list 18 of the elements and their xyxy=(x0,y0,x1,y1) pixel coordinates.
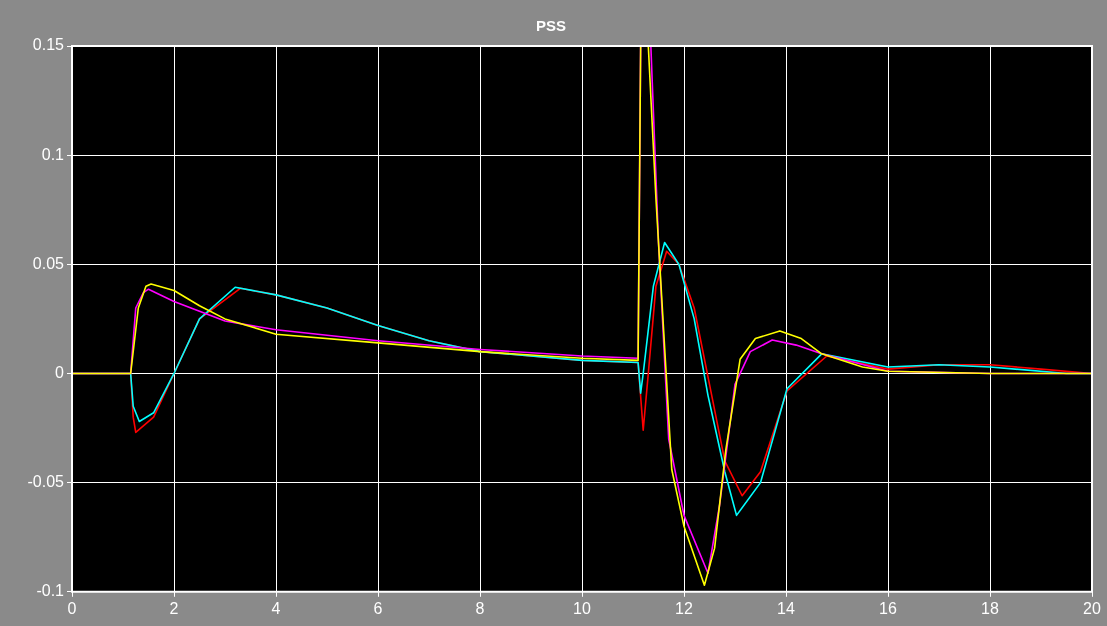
x-tick-label: 4 xyxy=(271,599,281,617)
x-tick-label: 12 xyxy=(675,599,693,617)
y-tick-label: -0.05 xyxy=(27,473,65,491)
x-tick-label: 18 xyxy=(981,599,999,617)
x-tick-label: 10 xyxy=(573,599,591,617)
chart-title: PSS xyxy=(535,17,567,35)
x-tick-label: 8 xyxy=(475,599,485,617)
y-tick-label: 0 xyxy=(55,363,65,381)
x-tick-label: 6 xyxy=(373,599,383,617)
x-tick-label: 16 xyxy=(879,599,897,617)
x-tick-label: 14 xyxy=(777,599,795,617)
x-tick-label: 2 xyxy=(169,599,179,617)
x-tick-label: 20 xyxy=(1083,599,1101,617)
y-tick-label: 0.1 xyxy=(41,145,65,163)
y-tick-label: 0.15 xyxy=(32,36,65,54)
y-tick-label: -0.1 xyxy=(36,582,65,600)
y-tick-label: 0.05 xyxy=(32,254,65,272)
x-tick-label: 0 xyxy=(67,599,77,617)
